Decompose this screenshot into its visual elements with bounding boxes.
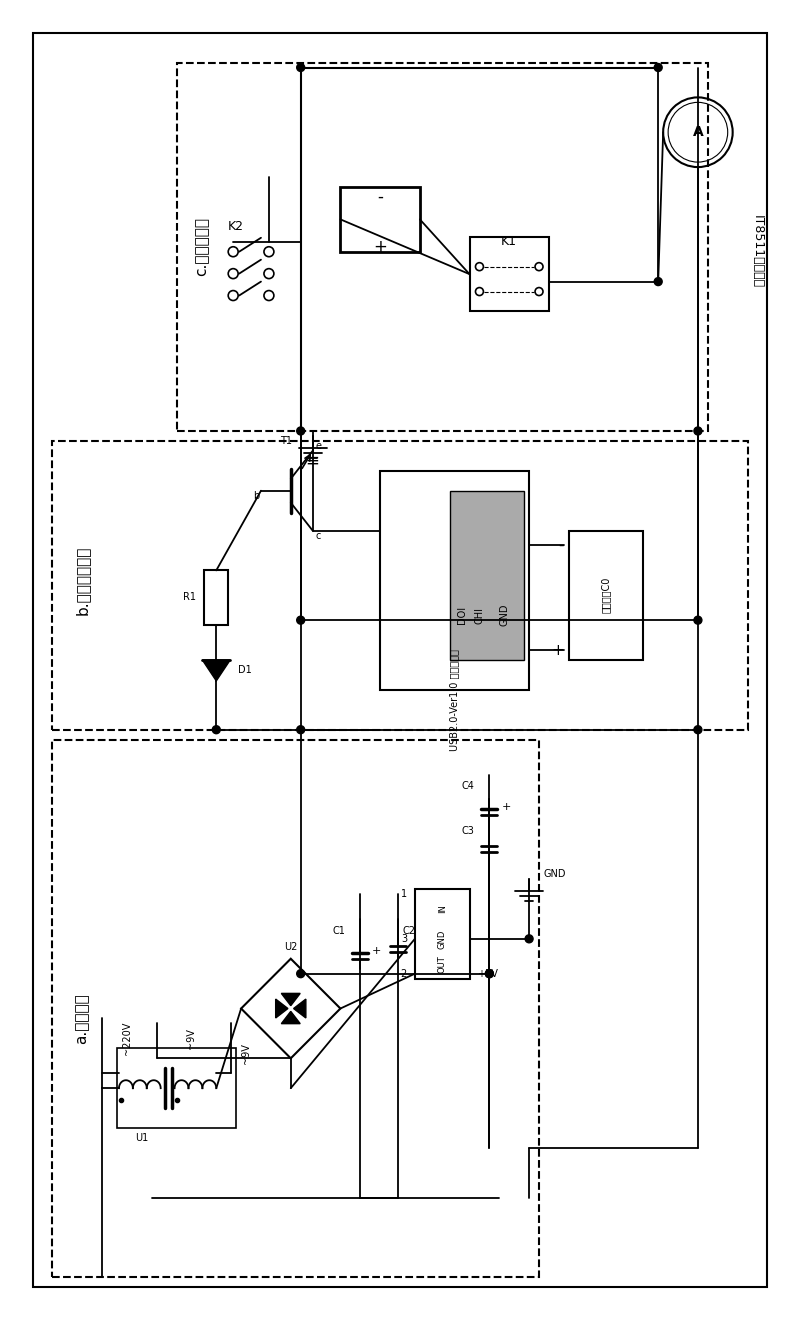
Text: 2: 2: [401, 968, 407, 979]
Circle shape: [297, 427, 305, 435]
Bar: [569, 530, 643, 660]
Text: A: A: [693, 125, 703, 140]
Text: 3: 3: [401, 934, 407, 944]
Text: CHI: CHI: [474, 607, 485, 624]
Bar: [450, 491, 524, 660]
Circle shape: [297, 63, 305, 71]
Text: b.采集控制模块: b.采集控制模块: [74, 546, 90, 615]
Text: 1: 1: [401, 889, 407, 900]
Text: C3: C3: [462, 826, 474, 836]
Text: ~9V: ~9V: [241, 1043, 251, 1063]
Text: 待测电池C0: 待测电池C0: [601, 578, 611, 613]
Text: K1: K1: [502, 235, 518, 248]
Text: R1: R1: [183, 592, 197, 603]
Text: +5V: +5V: [478, 968, 498, 979]
Circle shape: [486, 969, 494, 977]
Circle shape: [654, 63, 662, 71]
Circle shape: [525, 935, 533, 943]
Text: -: -: [558, 538, 564, 553]
Circle shape: [486, 969, 494, 977]
Text: GND: GND: [499, 604, 510, 627]
Bar: [53, 441, 747, 729]
Text: IN: IN: [438, 905, 446, 913]
Circle shape: [297, 969, 305, 977]
Text: b: b: [253, 491, 259, 501]
Text: D1: D1: [238, 665, 252, 675]
Bar: [470, 237, 549, 311]
Text: K2: K2: [228, 220, 244, 233]
Polygon shape: [294, 998, 306, 1018]
Text: IT8511电子负载: IT8511电子负载: [751, 215, 764, 289]
Circle shape: [654, 277, 662, 286]
Polygon shape: [282, 993, 300, 1005]
Text: -: -: [378, 187, 383, 206]
Polygon shape: [282, 1012, 300, 1024]
Bar: [117, 1049, 236, 1128]
Text: +: +: [372, 946, 382, 956]
Bar: [204, 570, 228, 625]
Circle shape: [694, 427, 702, 435]
Text: ~9V: ~9V: [186, 1028, 197, 1049]
Text: C2: C2: [403, 926, 416, 936]
Text: ≡: ≡: [306, 452, 319, 470]
Text: GND: GND: [438, 929, 446, 948]
Text: +: +: [551, 642, 564, 658]
Circle shape: [694, 616, 702, 624]
Text: U1: U1: [135, 1133, 149, 1144]
Circle shape: [297, 725, 305, 733]
Text: a.电源模块: a.电源模块: [74, 993, 90, 1043]
Text: OUT: OUT: [438, 955, 446, 972]
Text: T1: T1: [280, 435, 292, 446]
Bar: [177, 62, 708, 431]
Circle shape: [212, 725, 220, 733]
Text: DOI: DOI: [457, 607, 466, 624]
Polygon shape: [276, 998, 288, 1018]
Text: C1: C1: [333, 926, 346, 936]
Bar: [53, 740, 539, 1277]
Bar: [380, 471, 529, 690]
Text: c: c: [316, 530, 322, 541]
Text: GND: GND: [544, 869, 566, 878]
Polygon shape: [202, 660, 230, 681]
Text: +: +: [502, 802, 510, 813]
Circle shape: [297, 616, 305, 624]
Text: e: e: [315, 441, 322, 451]
Text: +: +: [374, 237, 387, 256]
Text: c.充放电模块: c.充放电模块: [194, 218, 209, 276]
Bar: [341, 187, 420, 252]
Text: U2: U2: [284, 942, 298, 952]
Text: ~220V: ~220V: [122, 1022, 132, 1055]
Text: C4: C4: [462, 781, 474, 791]
Circle shape: [694, 725, 702, 733]
Text: USB2.0-Ver1.0 电压采集板: USB2.0-Ver1.0 电压采集板: [450, 649, 460, 751]
Bar: [415, 889, 470, 979]
